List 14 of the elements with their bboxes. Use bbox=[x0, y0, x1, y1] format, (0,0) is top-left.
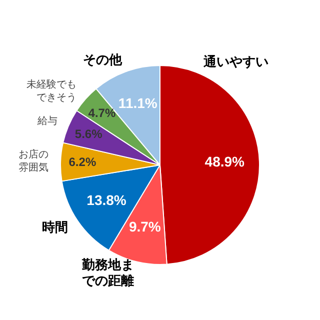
data-label: 6.2% bbox=[68, 154, 96, 169]
slice-label: 時間 bbox=[42, 219, 68, 234]
slice-label: お店の雰囲気 bbox=[18, 148, 49, 174]
data-label: 48.9% bbox=[204, 154, 246, 170]
slice-label: 未経験でもできそう bbox=[26, 78, 77, 104]
data-label: 13.8% bbox=[86, 192, 127, 208]
slice-label: 給与 bbox=[36, 115, 58, 128]
slice-label: 勤務地までの距離 bbox=[80, 256, 134, 288]
data-label: 9.7% bbox=[128, 218, 162, 235]
data-label: 11.1% bbox=[118, 95, 158, 112]
slice-label: 通いやすい bbox=[202, 54, 268, 69]
slice-label: その他 bbox=[82, 52, 123, 67]
data-label: 4.7% bbox=[88, 106, 116, 120]
data-label: 5.6% bbox=[74, 126, 103, 141]
